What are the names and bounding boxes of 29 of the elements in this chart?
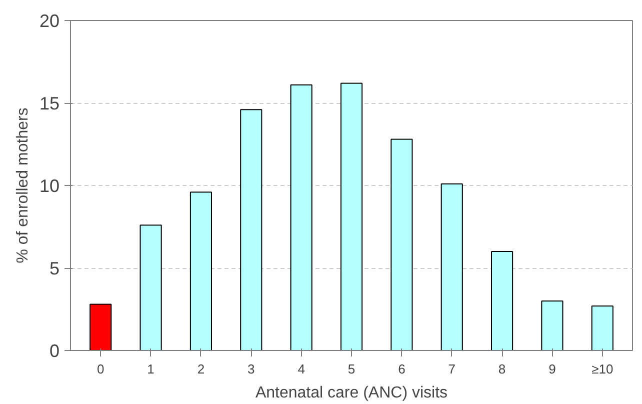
bar <box>240 109 262 350</box>
x-tick-label: 0 <box>96 362 104 376</box>
bar <box>591 305 614 350</box>
bar <box>190 192 212 350</box>
x-tick-label: ≥10 <box>592 362 614 376</box>
x-tick-label: 5 <box>348 362 356 376</box>
bar <box>390 138 413 350</box>
y-tick-label: 5 <box>49 258 60 278</box>
x-tick-label: 8 <box>498 362 506 376</box>
y-axis-title: % of enrolled mothers <box>14 108 32 264</box>
x-axis-title: Antenatal care (ANC) visits <box>255 384 448 402</box>
x-tick-label: 7 <box>448 362 456 376</box>
y-tick-label: 15 <box>39 94 60 114</box>
x-tick-label: 9 <box>548 362 556 376</box>
x-tick-label: 4 <box>298 362 305 376</box>
bar <box>90 304 112 350</box>
x-tick-label: 6 <box>398 362 406 376</box>
y-tick-label: 10 <box>39 176 60 196</box>
x-tick-label: 1 <box>147 362 154 376</box>
bar <box>541 300 564 350</box>
bar <box>290 84 312 350</box>
bar <box>440 183 463 350</box>
y-tick-label: 20 <box>39 11 60 31</box>
y-tick-label: 0 <box>49 341 60 361</box>
x-tick-label: 3 <box>248 362 255 376</box>
bar <box>340 82 363 350</box>
x-tick-label: 2 <box>197 362 205 376</box>
bar <box>140 224 162 350</box>
bar <box>491 251 514 350</box>
